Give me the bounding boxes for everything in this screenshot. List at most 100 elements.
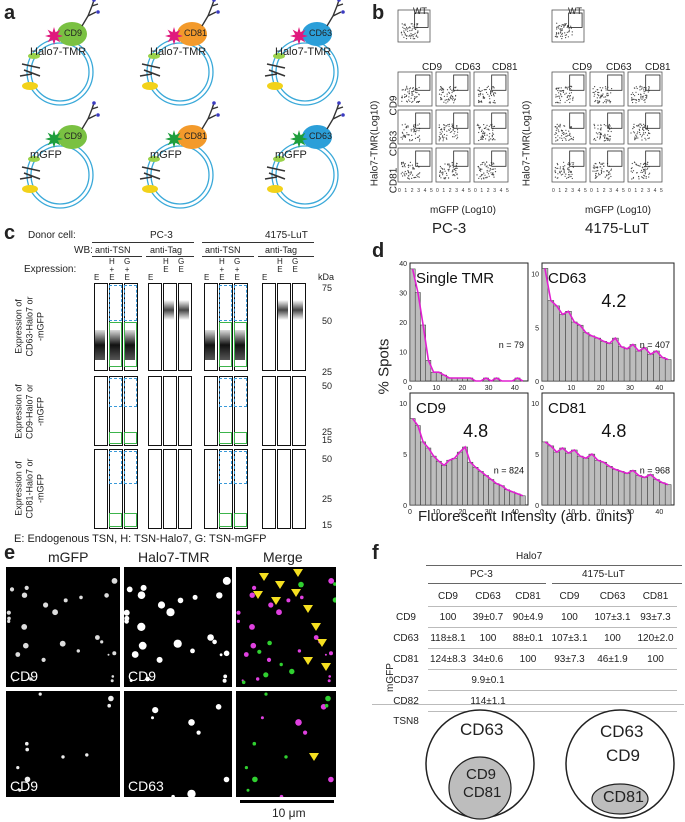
venn-pc3: [425, 709, 535, 820]
x-tick-label: 10: [567, 509, 575, 516]
arrowhead-icon: [275, 581, 285, 589]
dashed-box-gfp: [234, 285, 247, 322]
table-cell: 100: [508, 648, 548, 670]
histogram-bar: [559, 314, 566, 382]
histogram-bar: [659, 482, 666, 506]
tick-label: 0: [552, 188, 555, 194]
fluorescent-spot: [138, 641, 147, 650]
dashed-box-halo: [219, 285, 232, 322]
y-tick-label: 0: [535, 379, 539, 386]
blot-lane: [234, 376, 248, 446]
fluorescent-spot: [223, 776, 230, 783]
fluorescent-spot: [212, 639, 217, 645]
fluorescent-spot: [21, 592, 28, 598]
flow-plot: [627, 147, 663, 183]
blot-lane: [124, 376, 138, 446]
fluorescent-spot: [297, 649, 302, 653]
fluorescent-spot: [76, 649, 81, 653]
tick-label: 0: [590, 188, 593, 194]
x-tick-label: 10: [432, 509, 440, 516]
fluorescent-spot: [112, 651, 117, 656]
fluorescent-spot: [328, 776, 334, 783]
venn-pc3-inner1: CD9: [466, 766, 497, 783]
fluorescent-spot: [324, 703, 329, 708]
tick-label: 0: [628, 188, 631, 194]
fluorescent-spot: [140, 584, 147, 591]
blot-lane: [148, 376, 162, 446]
flow-plot: [627, 71, 663, 107]
fluorescent-spot: [79, 595, 83, 600]
x-tick-label: 20: [459, 509, 467, 516]
tick-label: 1: [404, 188, 407, 194]
tetraspanin-blob: [302, 22, 332, 46]
arrowhead-icon: [259, 573, 269, 581]
e-halo-cd9: [123, 567, 232, 687]
table-row: CD63 118±8.1 100 88±0.1 107±3.1 100 120±2.0: [384, 627, 677, 649]
mw-75: 75: [322, 283, 333, 293]
fluorescent-spot: [21, 624, 28, 630]
tick-label: 5: [506, 188, 509, 194]
flow-plot: [397, 147, 433, 183]
tetraspanin-blob: [177, 125, 207, 149]
fluorescent-spot: [124, 615, 130, 621]
tick-label: 3: [493, 188, 496, 194]
fluorescent-spot: [126, 586, 133, 593]
chart-title: CD81: [548, 400, 586, 417]
blot-smear: [205, 330, 215, 360]
blot-lane: [178, 449, 192, 529]
wt-label-pc3: WT: [413, 6, 427, 16]
x-tick-label: 10: [567, 385, 575, 392]
halo7-label: Halo7: [516, 551, 543, 562]
table-cell: [634, 669, 677, 691]
green-box-endogenous: [124, 512, 137, 527]
wb-anti-tag-lut: anti-Tag: [265, 245, 298, 255]
tick-label: 1: [558, 188, 561, 194]
histogram-bar: [600, 461, 607, 506]
tetraspanin-blob: [302, 125, 332, 149]
fluorescent-spot: [12, 679, 15, 682]
blot-lane: [148, 283, 162, 371]
blot-band: [164, 300, 174, 320]
table-row: CD82 114±1.1: [384, 690, 677, 712]
table-cell: [508, 669, 548, 691]
arrowhead-icon: [293, 569, 303, 577]
fluorescent-spot: [61, 755, 65, 759]
table-cell: 100: [428, 606, 468, 628]
fluorescent-spot: [171, 794, 175, 799]
histogram-bar: [582, 332, 590, 382]
table-row: CD37 9.9±0.1: [384, 669, 677, 691]
fluorescent-spot: [267, 640, 272, 646]
histogram-bar: [559, 447, 566, 506]
tick-label: 4: [500, 188, 503, 194]
green-box-endogenous: [109, 431, 122, 444]
blot-lane: [204, 376, 218, 446]
kda-label: kDa: [318, 272, 335, 282]
fp-label: Halo7-TMR: [275, 46, 332, 58]
row-header: TSN8: [393, 716, 419, 728]
x-tick-label: 30: [485, 509, 493, 516]
blot-lane: [292, 376, 306, 446]
blot-lane: [277, 283, 291, 371]
histogram-bar: [635, 475, 643, 506]
blot-lane: [234, 449, 248, 529]
arrowhead-icon: [253, 591, 263, 599]
fluorescent-spot: [95, 635, 100, 640]
protein-label: CD9: [64, 28, 83, 38]
histogram-bar: [441, 465, 447, 506]
tick-label: 0: [474, 188, 477, 194]
lane-label: E: [204, 273, 210, 282]
arrowhead-icon: [291, 589, 301, 597]
flow-plot: [435, 147, 471, 183]
row-label-cd81: Expression of CD81-Halo7 or -mGFP: [13, 458, 46, 519]
green-box-endogenous: [109, 321, 122, 367]
e-caption-cd9-b: CD9: [128, 668, 157, 684]
table-cell: 100: [468, 627, 508, 649]
fluorescent-spot: [257, 649, 262, 654]
fluorescent-spot: [219, 653, 223, 657]
mw-15-mid: 15: [322, 435, 333, 445]
mw-50-bot: 50: [322, 454, 333, 464]
fluorescent-spot: [252, 585, 257, 590]
table-cell: 93±7.3: [634, 606, 677, 628]
integrin-icon: [139, 63, 161, 77]
histogram-bar: [635, 350, 643, 382]
